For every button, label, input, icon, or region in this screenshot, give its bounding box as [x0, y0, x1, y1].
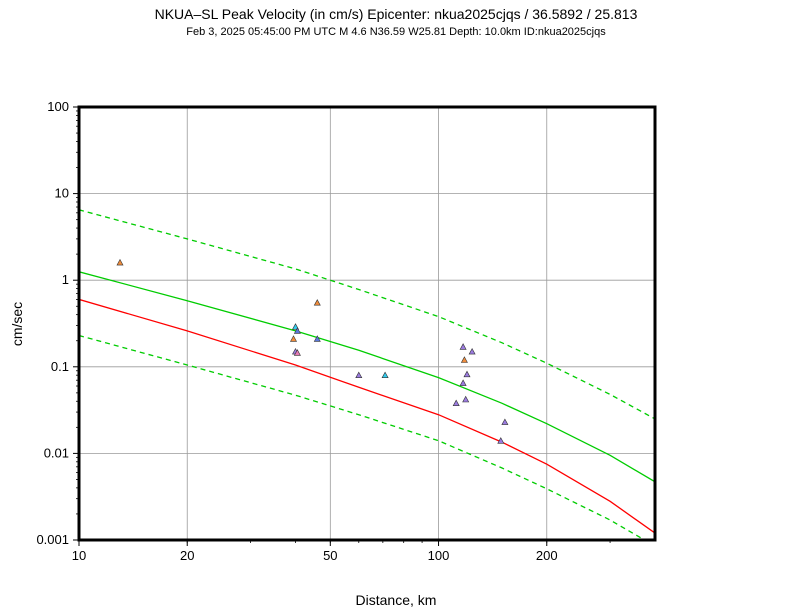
- station-point: [452, 399, 460, 407]
- plot-background: [79, 107, 655, 540]
- station-point: [293, 327, 301, 334]
- plot-frame: [77, 105, 657, 542]
- station-point: [459, 343, 467, 350]
- station-point: [460, 356, 468, 363]
- y-tick-label: 0.001: [36, 532, 69, 547]
- y-axis-label: cm/sec: [9, 302, 25, 346]
- axis-ticks: 10 20 50 100 200 0.001 0.01 0.1 1 10 100: [36, 99, 611, 563]
- y-tick-label: 100: [47, 99, 69, 114]
- x-tick-label: 50: [323, 548, 337, 563]
- grid: [79, 107, 655, 540]
- station-point: [497, 437, 505, 444]
- x-tick-label: 20: [180, 548, 194, 563]
- station-point: [381, 371, 389, 379]
- y-tick-label: 1: [62, 272, 69, 287]
- green-upper-line: [79, 209, 655, 420]
- curve-lines: [79, 209, 655, 540]
- station-points: [116, 258, 509, 444]
- station-point: [463, 370, 471, 378]
- station-point: [501, 418, 509, 425]
- station-point: [293, 349, 301, 356]
- station-point: [291, 323, 300, 330]
- red-median-line: [79, 298, 655, 534]
- x-tick-label: 100: [428, 548, 450, 563]
- station-point: [313, 299, 321, 306]
- station-point: [462, 395, 470, 403]
- x-axis-label: Distance, km: [356, 592, 437, 608]
- y-tick-label: 0.1: [51, 359, 69, 374]
- station-point: [355, 371, 363, 379]
- station-point: [468, 347, 476, 355]
- y-tick-label: 0.01: [44, 445, 69, 460]
- green-median-line: [79, 271, 655, 483]
- x-tick-label: 200: [536, 548, 558, 563]
- station-point: [459, 379, 467, 386]
- green-lower-line: [79, 334, 646, 540]
- x-tick-label: 10: [72, 548, 86, 563]
- station-point: [313, 335, 321, 342]
- station-point: [289, 335, 298, 342]
- chart-subtitle: Feb 3, 2025 05:45:00 PM UTC M 4.6 N36.59…: [186, 26, 606, 38]
- chart-title: NKUA–SL Peak Velocity (in cm/s) Epicente…: [154, 6, 638, 22]
- y-tick-label: 10: [55, 186, 69, 201]
- station-point: [116, 258, 124, 266]
